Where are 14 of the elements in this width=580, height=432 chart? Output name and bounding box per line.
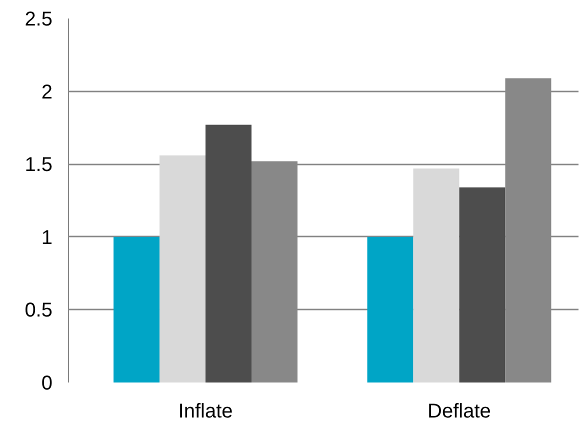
y-tick-label: 1 [41, 226, 52, 249]
bar [459, 187, 506, 382]
x-tick-label: Deflate [428, 400, 491, 422]
y-tick-label: 1.5 [24, 154, 53, 176]
bar [413, 168, 460, 382]
y-tick-label: 2 [41, 81, 52, 104]
x-tick-label: Inflate [178, 400, 233, 422]
bar [206, 124, 252, 382]
bar [160, 155, 206, 382]
bar [114, 236, 160, 382]
bar [367, 236, 414, 382]
y-tick-label: 2.5 [24, 8, 53, 30]
y-tick-label: 0.5 [24, 300, 53, 322]
y-tick-label: 0 [41, 372, 52, 394]
